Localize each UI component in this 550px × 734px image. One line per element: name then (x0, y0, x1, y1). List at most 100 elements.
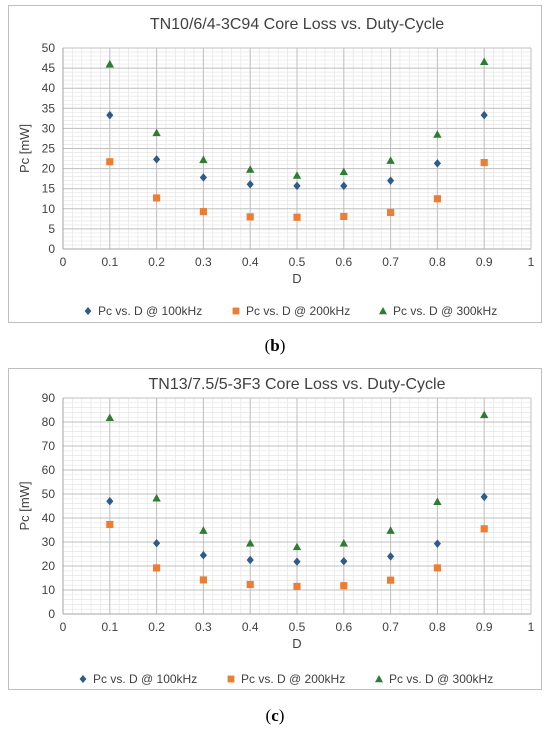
data-point (246, 539, 255, 547)
data-point (340, 557, 348, 566)
data-point (387, 208, 395, 216)
data-point (339, 167, 348, 176)
legend-marker (79, 675, 87, 683)
data-point (340, 212, 348, 221)
legend-marker (227, 675, 235, 683)
x-tick-label: 1 (528, 620, 535, 634)
data-point (106, 520, 114, 529)
legend-marker (375, 675, 383, 683)
chart-panel-b: TN10/6/4-3C94 Core Loss vs. Duty-Cycle 0 0… (8, 5, 542, 323)
data-point (246, 165, 255, 173)
data-point (292, 171, 302, 179)
y-tick-label: 45 (42, 61, 56, 75)
x-tick-label: 0 (60, 255, 67, 269)
data-point (339, 539, 348, 547)
data-point (433, 564, 441, 572)
y-tick-label: 30 (42, 121, 56, 135)
y-tick-label: 5 (48, 222, 55, 236)
legend-label: Pc vs. D @ 200kHz (241, 672, 345, 686)
data-point (387, 552, 395, 561)
data-point (106, 110, 114, 120)
data-point (152, 128, 161, 137)
data-point (293, 181, 301, 191)
y-tick-label: 80 (42, 415, 56, 429)
x-axis-label: D (292, 271, 301, 286)
x-tick-label: 0.8 (429, 255, 446, 269)
data-point (387, 176, 395, 185)
data-point (293, 557, 301, 566)
data-point (199, 576, 207, 584)
series-2-points (106, 520, 488, 590)
x-tick-label: 0.9 (476, 620, 493, 634)
data-point (433, 130, 442, 138)
y-tick-label: 40 (42, 81, 56, 95)
y-tick-label: 30 (42, 535, 56, 549)
caption-letter-b: b (270, 336, 280, 355)
y-tick-label: 0 (48, 242, 55, 256)
x-axis-label: D (292, 636, 301, 651)
data-point (199, 155, 208, 164)
x-tick-label: 0.1 (101, 620, 118, 634)
y-tick-label: 35 (42, 101, 56, 115)
data-point (387, 576, 395, 584)
x-tick-label: 0.2 (148, 620, 165, 634)
data-point (480, 159, 488, 167)
data-point (199, 526, 208, 534)
data-point (105, 59, 114, 68)
series-2-points (106, 158, 488, 221)
x-tick-label: 0.5 (289, 255, 306, 269)
legend-marker (379, 307, 387, 315)
data-point (480, 57, 489, 66)
x-tick-label: 0.9 (476, 255, 493, 269)
x-tick-label: 0.7 (382, 620, 399, 634)
data-point (292, 542, 302, 551)
legend-label: Pc vs. D @ 200kHz (246, 304, 350, 318)
major-gridlines (62, 397, 532, 615)
legend-label: Pc vs. D @ 300kHz (393, 304, 497, 318)
data-point (433, 195, 441, 203)
data-point (246, 555, 254, 565)
x-tick-label: 0.4 (242, 620, 259, 634)
chart-c-svg: TN13/7.5/5-3F3 Core Loss vs. Duty-Cycle 0… (17, 376, 535, 686)
chart-panel-c: TN13/7.5/5-3F3 Core Loss vs. Duty-Cycle 0… (8, 368, 542, 690)
data-point (293, 213, 301, 221)
data-point (106, 497, 114, 506)
data-point (106, 158, 114, 166)
data-point (152, 493, 161, 502)
x-tick-label: 0.6 (335, 255, 352, 269)
y-tick-label: 90 (42, 391, 56, 405)
major-gridlines (62, 47, 532, 250)
x-tick-label: 0.4 (242, 255, 259, 269)
legend-label: Pc vs. D @ 100kHz (93, 672, 197, 686)
data-point (153, 155, 161, 164)
x-tick-label: 0.5 (289, 620, 306, 634)
y-axis-label: Pc [mW] (17, 124, 32, 173)
data-point (199, 208, 207, 216)
data-point (480, 110, 488, 120)
y-tick-label: 15 (42, 182, 56, 196)
x-tick-label: 0.6 (335, 620, 352, 634)
series-1-points (106, 110, 488, 191)
data-point (199, 551, 207, 560)
data-point (340, 181, 348, 191)
data-point (246, 213, 254, 221)
data-point (153, 564, 161, 572)
x-tick-label: 0.7 (382, 255, 399, 269)
data-point (199, 173, 207, 182)
x-tick-label: 1 (528, 255, 535, 269)
data-point (340, 582, 348, 590)
x-tick-label: 0.2 (148, 255, 165, 269)
y-tick-label: 70 (42, 439, 56, 453)
figure-caption-c: (c) (265, 706, 285, 725)
y-tick-label: 20 (42, 559, 56, 573)
chart-title: TN10/6/4-3C94 Core Loss vs. Duty-Cycle (150, 16, 444, 33)
y-tick-label: 50 (42, 487, 56, 501)
legend: Pc vs. D @ 100kHz Pc vs. D @ 200kHz Pc vs.… (79, 672, 493, 686)
data-point (105, 413, 114, 422)
y-tick-label: 0 (48, 607, 55, 621)
figure-caption-b: (b) (264, 336, 286, 355)
data-point (153, 194, 161, 202)
x-tick-label: 0.8 (429, 620, 446, 634)
data-point (293, 582, 301, 590)
